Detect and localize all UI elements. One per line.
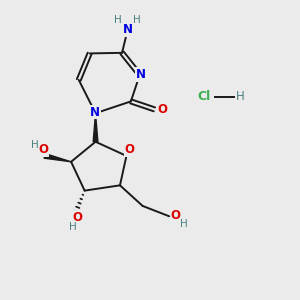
Polygon shape	[93, 113, 98, 142]
Text: O: O	[38, 143, 48, 157]
Text: O: O	[171, 209, 181, 222]
Text: O: O	[158, 103, 168, 116]
Text: N: N	[123, 23, 133, 36]
Polygon shape	[44, 154, 71, 162]
Text: H: H	[69, 222, 76, 233]
Text: H: H	[180, 219, 188, 229]
Text: H: H	[114, 15, 122, 26]
Text: N: N	[90, 106, 100, 118]
Text: H: H	[31, 140, 38, 150]
Text: O: O	[72, 211, 82, 224]
Text: H: H	[236, 91, 245, 103]
Text: Cl: Cl	[198, 91, 211, 103]
Text: O: O	[124, 143, 134, 156]
Text: H: H	[134, 15, 141, 26]
Text: N: N	[136, 68, 146, 81]
